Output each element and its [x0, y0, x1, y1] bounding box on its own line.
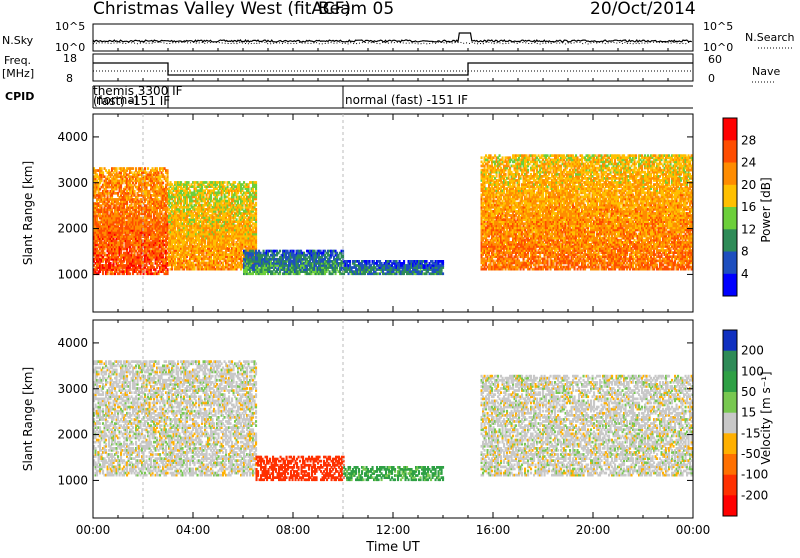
nave-label: Nave — [752, 65, 780, 78]
power-cell — [224, 181, 226, 184]
freq-unit-label: [MHz] — [2, 67, 34, 80]
power-cell — [279, 250, 281, 253]
nsky-tick-top: 10^5 — [55, 20, 85, 33]
nsky-trace — [93, 33, 692, 42]
power-cell — [134, 190, 136, 193]
power-cell — [132, 167, 134, 170]
power-cell — [144, 167, 146, 170]
power-cell — [116, 167, 118, 170]
power-cell — [101, 167, 103, 170]
beam-label: Beam 05 — [318, 0, 394, 19]
power-cell — [255, 181, 257, 184]
power-cell — [293, 250, 295, 253]
cpid-label: CPID — [5, 90, 34, 103]
date-label: 20/Oct/2014 — [590, 0, 696, 19]
power-cell — [255, 202, 257, 205]
nave-tick-top: 60 — [708, 53, 722, 66]
freq-tick-top: 18 — [63, 52, 77, 65]
power-cell — [135, 167, 137, 170]
freq-tick-bottom: 8 — [66, 72, 73, 85]
power-cell — [152, 262, 154, 265]
nave-tick-bottom: 0 — [708, 72, 715, 85]
power-cell — [255, 208, 257, 211]
freq-label: Freq. — [4, 54, 31, 67]
nsky-panel — [93, 24, 693, 51]
power-cell — [188, 181, 190, 184]
cpid-segment-normal-fast: normal (fast) -151 IF — [345, 93, 468, 107]
power-cell — [129, 272, 131, 275]
power-cell — [167, 169, 169, 172]
power-cell — [162, 182, 164, 185]
freq-panel — [93, 54, 693, 81]
nsky-label: N.Sky — [2, 34, 34, 47]
freq-trace — [93, 63, 693, 75]
power-heatmap — [93, 154, 694, 275]
power-cell — [167, 268, 169, 271]
nsearch-tick-top: 10^5 — [703, 20, 733, 33]
station-title: Christmas Valley West (fitACF) — [93, 0, 351, 19]
cpid-segment-fast: (fast) -151 IF — [93, 94, 170, 108]
nsearch-label: N.Search — [745, 31, 795, 44]
power-cell — [102, 171, 104, 174]
power-cell — [147, 167, 149, 170]
power-cell — [156, 167, 158, 170]
power-cell — [234, 181, 236, 184]
